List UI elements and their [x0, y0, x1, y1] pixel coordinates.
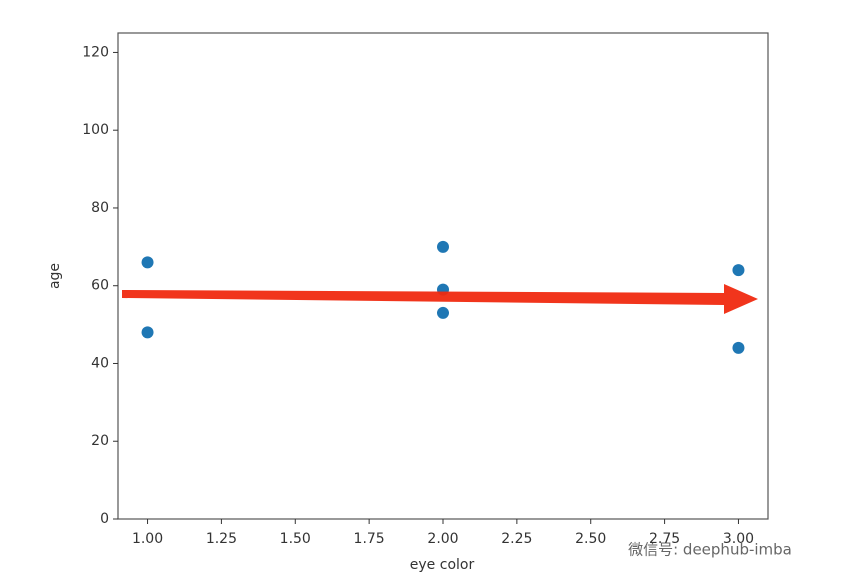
plot-frame — [117, 32, 769, 520]
x-tick-label: 2.00 — [427, 531, 458, 547]
watermark: 微信号: deephub-imba — [628, 541, 792, 559]
point — [732, 264, 745, 277]
x-tick-label: 3.00 — [723, 531, 754, 547]
y-tick-label: 100 — [82, 122, 109, 138]
x-tick-label: 2.75 — [649, 531, 680, 547]
point — [141, 326, 154, 339]
y-tick-label: 120 — [82, 44, 109, 60]
x-tick-label: 1.25 — [206, 531, 237, 547]
x-tick-label: 1.50 — [280, 531, 311, 547]
point — [437, 240, 449, 253]
arrow — [122, 284, 758, 314]
y-tick-label: 20 — [91, 433, 109, 449]
x-tick-label: 2.25 — [501, 531, 532, 547]
y-tick-label: 0 — [100, 511, 109, 527]
x-tick-label: 1.00 — [132, 531, 163, 547]
y-axis-label: age — [47, 263, 63, 289]
y-tick-label: 80 — [91, 200, 109, 216]
marks — [141, 240, 745, 354]
x-axis-label: eye color — [410, 557, 475, 573]
x-tick-label: 1.75 — [354, 531, 385, 547]
y-tick-label: 40 — [91, 355, 109, 371]
y-tick-label: 60 — [91, 278, 109, 294]
point — [732, 341, 745, 354]
point — [437, 306, 449, 319]
point — [141, 256, 154, 269]
x-tick-label: 2.50 — [575, 531, 606, 547]
